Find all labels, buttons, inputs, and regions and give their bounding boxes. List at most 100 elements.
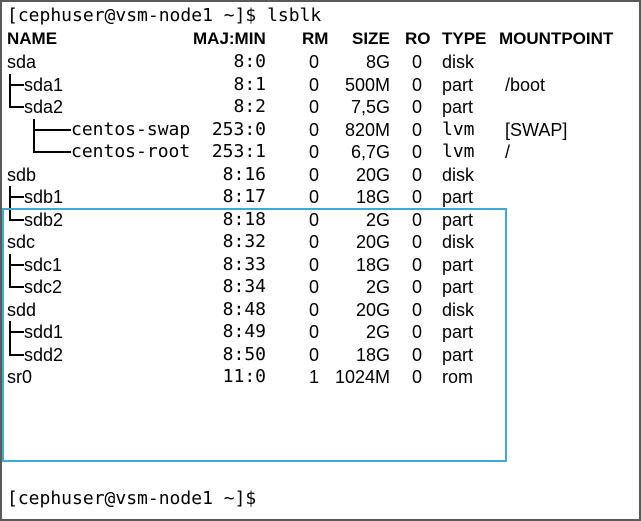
device-majmin: 253:1 <box>211 141 266 162</box>
device-size: 6,7G <box>350 142 390 162</box>
device-name: sr0 <box>7 367 33 387</box>
device-type: part <box>442 254 474 275</box>
command-line: [cephuser@vsm-node1 ~]$ lsblk <box>2 5 639 28</box>
device-type: part <box>442 344 474 365</box>
device-size: 2G <box>365 277 390 297</box>
device-ro: 0 <box>411 164 422 185</box>
device-majmin: 8:34 <box>222 276 266 297</box>
device-ro: 0 <box>411 299 422 320</box>
table-row: sdd1 8:49 0 2G 0 part <box>2 321 639 344</box>
device-rm: 0 <box>308 52 319 72</box>
device-rm: 0 <box>308 232 319 252</box>
device-ro: 0 <box>411 232 422 252</box>
table-row: sda1 8:1 0 500M 0 part/boot <box>2 73 639 96</box>
device-ro: 0 <box>411 254 422 275</box>
device-ro: 0 <box>411 187 422 207</box>
device-mountpoint: / <box>505 142 511 162</box>
device-size: 20G <box>355 164 390 185</box>
device-type: disk <box>442 164 475 185</box>
device-name: sdc2 <box>24 277 63 297</box>
header-rm: RM <box>302 29 329 48</box>
final-prompt-line: [cephuser@vsm-node1 ~]$ <box>2 488 639 511</box>
final-prompt: [cephuser@vsm-node1 ~]$ <box>7 488 257 509</box>
device-name: sda1 <box>24 74 64 95</box>
device-size: 20G <box>355 232 390 252</box>
command-prompt: [cephuser@vsm-node1 ~]$ lsblk <box>7 5 322 26</box>
device-majmin: 8:0 <box>233 51 266 72</box>
device-type: part <box>442 187 474 207</box>
device-ro: 0 <box>411 119 422 140</box>
device-type: part <box>442 97 474 117</box>
device-rm: 1 <box>308 367 319 387</box>
device-name: sdc1 <box>24 254 63 275</box>
device-size: 2G <box>365 209 390 230</box>
device-majmin: 8:33 <box>222 253 266 275</box>
device-size: 7,5G <box>350 97 390 117</box>
table-row: sdd2 8:50 0 18G 0 part <box>2 343 639 367</box>
device-name: sdc <box>7 232 36 252</box>
device-rm: 0 <box>308 142 319 162</box>
device-size: 18G <box>355 344 390 365</box>
device-name: sda2 <box>24 97 64 117</box>
device-type: lvm <box>442 118 475 140</box>
device-ro: 0 <box>411 74 422 95</box>
table-row: sdb 8:16 0 20G 0 disk <box>2 164 639 187</box>
device-majmin: 8:50 <box>222 343 266 365</box>
device-type: rom <box>442 367 473 387</box>
device-size: 1024M <box>334 367 390 387</box>
device-type: part <box>442 209 474 230</box>
device-rm: 0 <box>308 97 319 117</box>
table-row: sdb1 8:17 0 18G 0 part <box>2 186 639 209</box>
device-majmin: 11:0 <box>222 366 266 387</box>
device-name: centos-swap <box>71 118 191 140</box>
device-name: sdb <box>7 164 37 185</box>
device-type: disk <box>442 232 475 252</box>
device-name: sdd <box>7 299 37 320</box>
table-row: centos-swap 253:0 0 820M 0 lvm [SWAP] <box>2 118 639 141</box>
table-row: sdc1 8:33 0 18G 0 part <box>2 253 639 276</box>
device-mountpoint: [SWAP] <box>505 119 568 140</box>
device-type: disk <box>442 299 475 320</box>
device-name: sdb2 <box>24 209 64 230</box>
device-rm: 0 <box>308 164 319 185</box>
device-majmin: 8:18 <box>222 208 266 230</box>
device-ro: 0 <box>411 367 422 387</box>
table-row: sdb2 8:18 0 2G 0 part <box>2 208 639 232</box>
device-majmin: 8:1 <box>233 73 266 95</box>
device-majmin: 8:48 <box>222 298 266 320</box>
device-mountpoint: /boot <box>505 74 546 95</box>
device-ro: 0 <box>411 344 422 365</box>
device-type: disk <box>442 52 475 72</box>
table-header: NAME MAJ:MIN RM SIZE RO TYPE MOUNTPOINT <box>2 28 639 51</box>
device-size: 820M <box>344 119 390 140</box>
device-ro: 0 <box>411 142 422 162</box>
table-row: sr0 11:0 1 1024M 0 rom <box>2 366 639 389</box>
device-majmin: 8:17 <box>222 186 266 207</box>
device-rm: 0 <box>308 209 319 230</box>
device-type: part <box>442 74 474 95</box>
device-type: lvm <box>442 141 475 162</box>
device-rm: 0 <box>308 277 319 297</box>
header-name: NAME <box>7 29 58 48</box>
device-size: 500M <box>344 74 390 95</box>
table-row: sda2 8:2 0 7,5G 0 part <box>2 96 639 119</box>
device-rm: 0 <box>308 254 319 275</box>
device-type: part <box>442 322 474 342</box>
header-majmin: MAJ:MIN <box>193 29 266 48</box>
table-row: sda 8:0 0 8G 0 disk <box>2 51 639 74</box>
device-majmin: 8:2 <box>233 96 266 117</box>
device-size: 18G <box>355 254 390 275</box>
device-size: 8G <box>365 52 390 72</box>
device-rm: 0 <box>308 187 319 207</box>
device-rm: 0 <box>308 119 319 140</box>
device-name: centos-root <box>71 141 191 162</box>
device-name: sdb1 <box>24 187 64 207</box>
table-row: sdc2 8:34 0 2G 0 part <box>2 276 639 299</box>
device-name: sdd2 <box>24 344 64 365</box>
device-majmin: 8:32 <box>222 231 266 252</box>
device-ro: 0 <box>411 277 422 297</box>
device-majmin: 253:0 <box>211 118 266 140</box>
device-name: sda <box>7 52 37 72</box>
header-ro: RO <box>405 29 431 48</box>
